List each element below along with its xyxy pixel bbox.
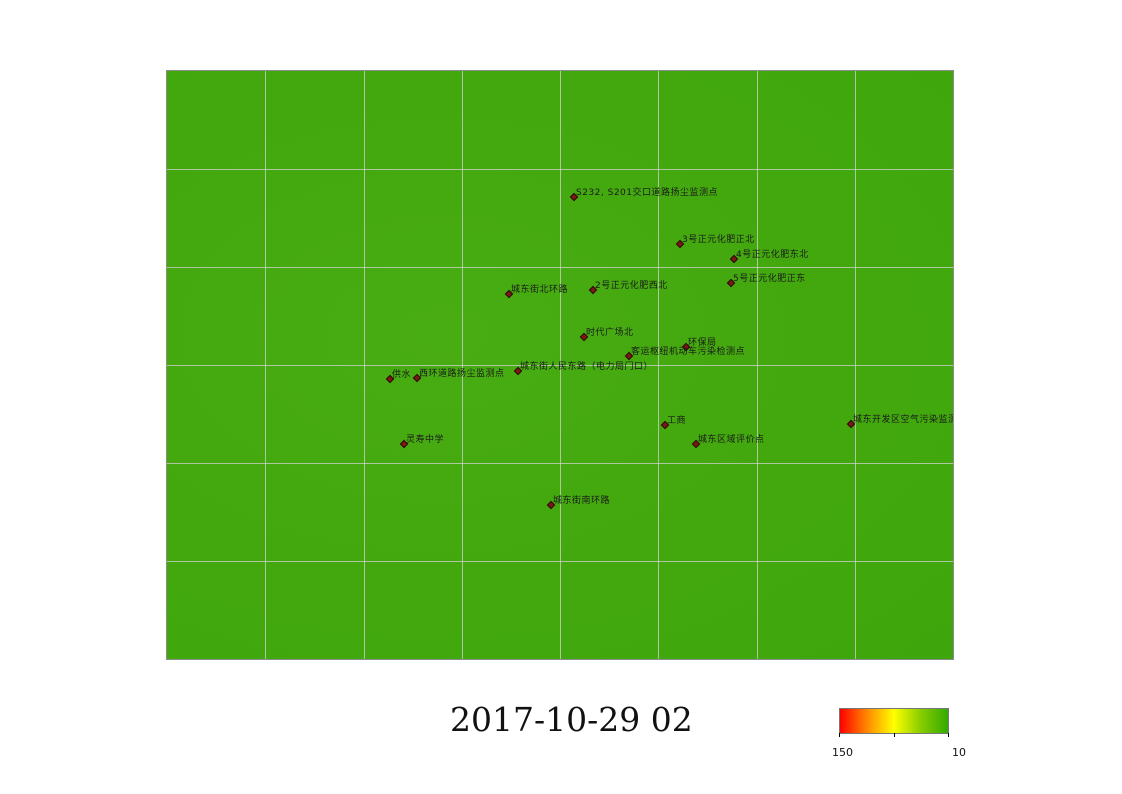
legend-tick-left xyxy=(839,733,840,737)
map-area[interactable]: S232, S201交口道路扬尘监测点 3号正元化肥正北 4号正元化肥东北 5号正元化… xyxy=(166,70,954,660)
grid-line-horizontal xyxy=(167,267,953,268)
grid-line-horizontal xyxy=(167,463,953,464)
station-label: 客运枢纽机动车污染检测点 xyxy=(631,347,746,357)
station-label: 环保局 xyxy=(688,338,717,348)
legend-tick-right xyxy=(948,733,949,737)
station-label: 供水 xyxy=(392,370,412,380)
station-label: S232, S201交口道路扬尘监测点 xyxy=(576,188,719,198)
legend-tick-middle xyxy=(894,733,895,737)
grid-line-horizontal xyxy=(167,561,953,562)
station-label: 西环道路扬尘监测点 xyxy=(419,369,505,379)
station-label: 城东街北环路 xyxy=(511,285,569,295)
station-label: 城东街南环路 xyxy=(553,496,611,506)
station-label: 工商 xyxy=(667,416,687,426)
station-label: 时代广场北 xyxy=(586,328,634,338)
station-label: 灵寿中学 xyxy=(406,435,445,445)
station-label: 城东街人民东路（电力局门口） xyxy=(520,362,654,372)
color-legend-bar xyxy=(839,708,949,734)
grid-line-horizontal xyxy=(167,365,953,366)
legend-max-label: 150 xyxy=(832,746,853,759)
station-label: 5号正元化肥正东 xyxy=(733,274,806,284)
station-label: 3号正元化肥正北 xyxy=(682,235,755,245)
station-label: 城东开发区空气污染监测点 xyxy=(853,415,953,425)
timestamp-label: 2017-10-29 02 xyxy=(450,700,693,739)
station-label: 2号正元化肥西北 xyxy=(595,281,668,291)
legend-min-label: 10 xyxy=(952,746,966,759)
station-label: 城东区域评价点 xyxy=(698,435,765,445)
grid-line-horizontal xyxy=(167,169,953,170)
station-label: 4号正元化肥东北 xyxy=(736,250,809,260)
